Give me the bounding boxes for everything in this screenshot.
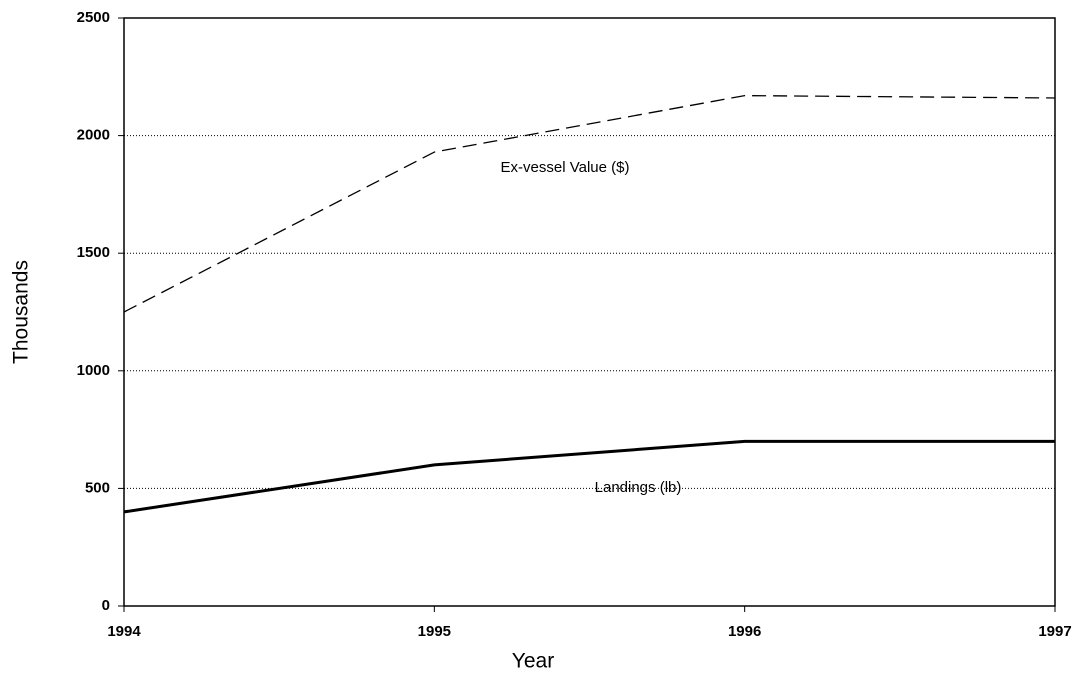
- y-axis-title: Thousands: [10, 260, 33, 364]
- x-axis-title: Year: [512, 650, 554, 673]
- y-tick-label: 0: [102, 597, 110, 614]
- y-tick-label: 2500: [77, 9, 110, 26]
- series-line: [123, 439, 1055, 514]
- x-tick-label: 1997: [1038, 623, 1071, 640]
- series-label: Ex-vessel Value ($): [501, 159, 630, 176]
- y-tick-label: 2000: [77, 127, 110, 144]
- x-tick-label: 1995: [418, 623, 451, 640]
- plot-frame: [123, 17, 1056, 607]
- series-label: Landings (lb): [595, 479, 682, 496]
- x-tick-label: 1994: [107, 623, 141, 640]
- y-tick-label: 1500: [77, 244, 110, 261]
- series-line: [123, 94, 1056, 313]
- y-tick-label: 500: [85, 479, 110, 496]
- x-tick-label: 1996: [728, 623, 761, 640]
- y-tick-label: 1000: [77, 362, 110, 379]
